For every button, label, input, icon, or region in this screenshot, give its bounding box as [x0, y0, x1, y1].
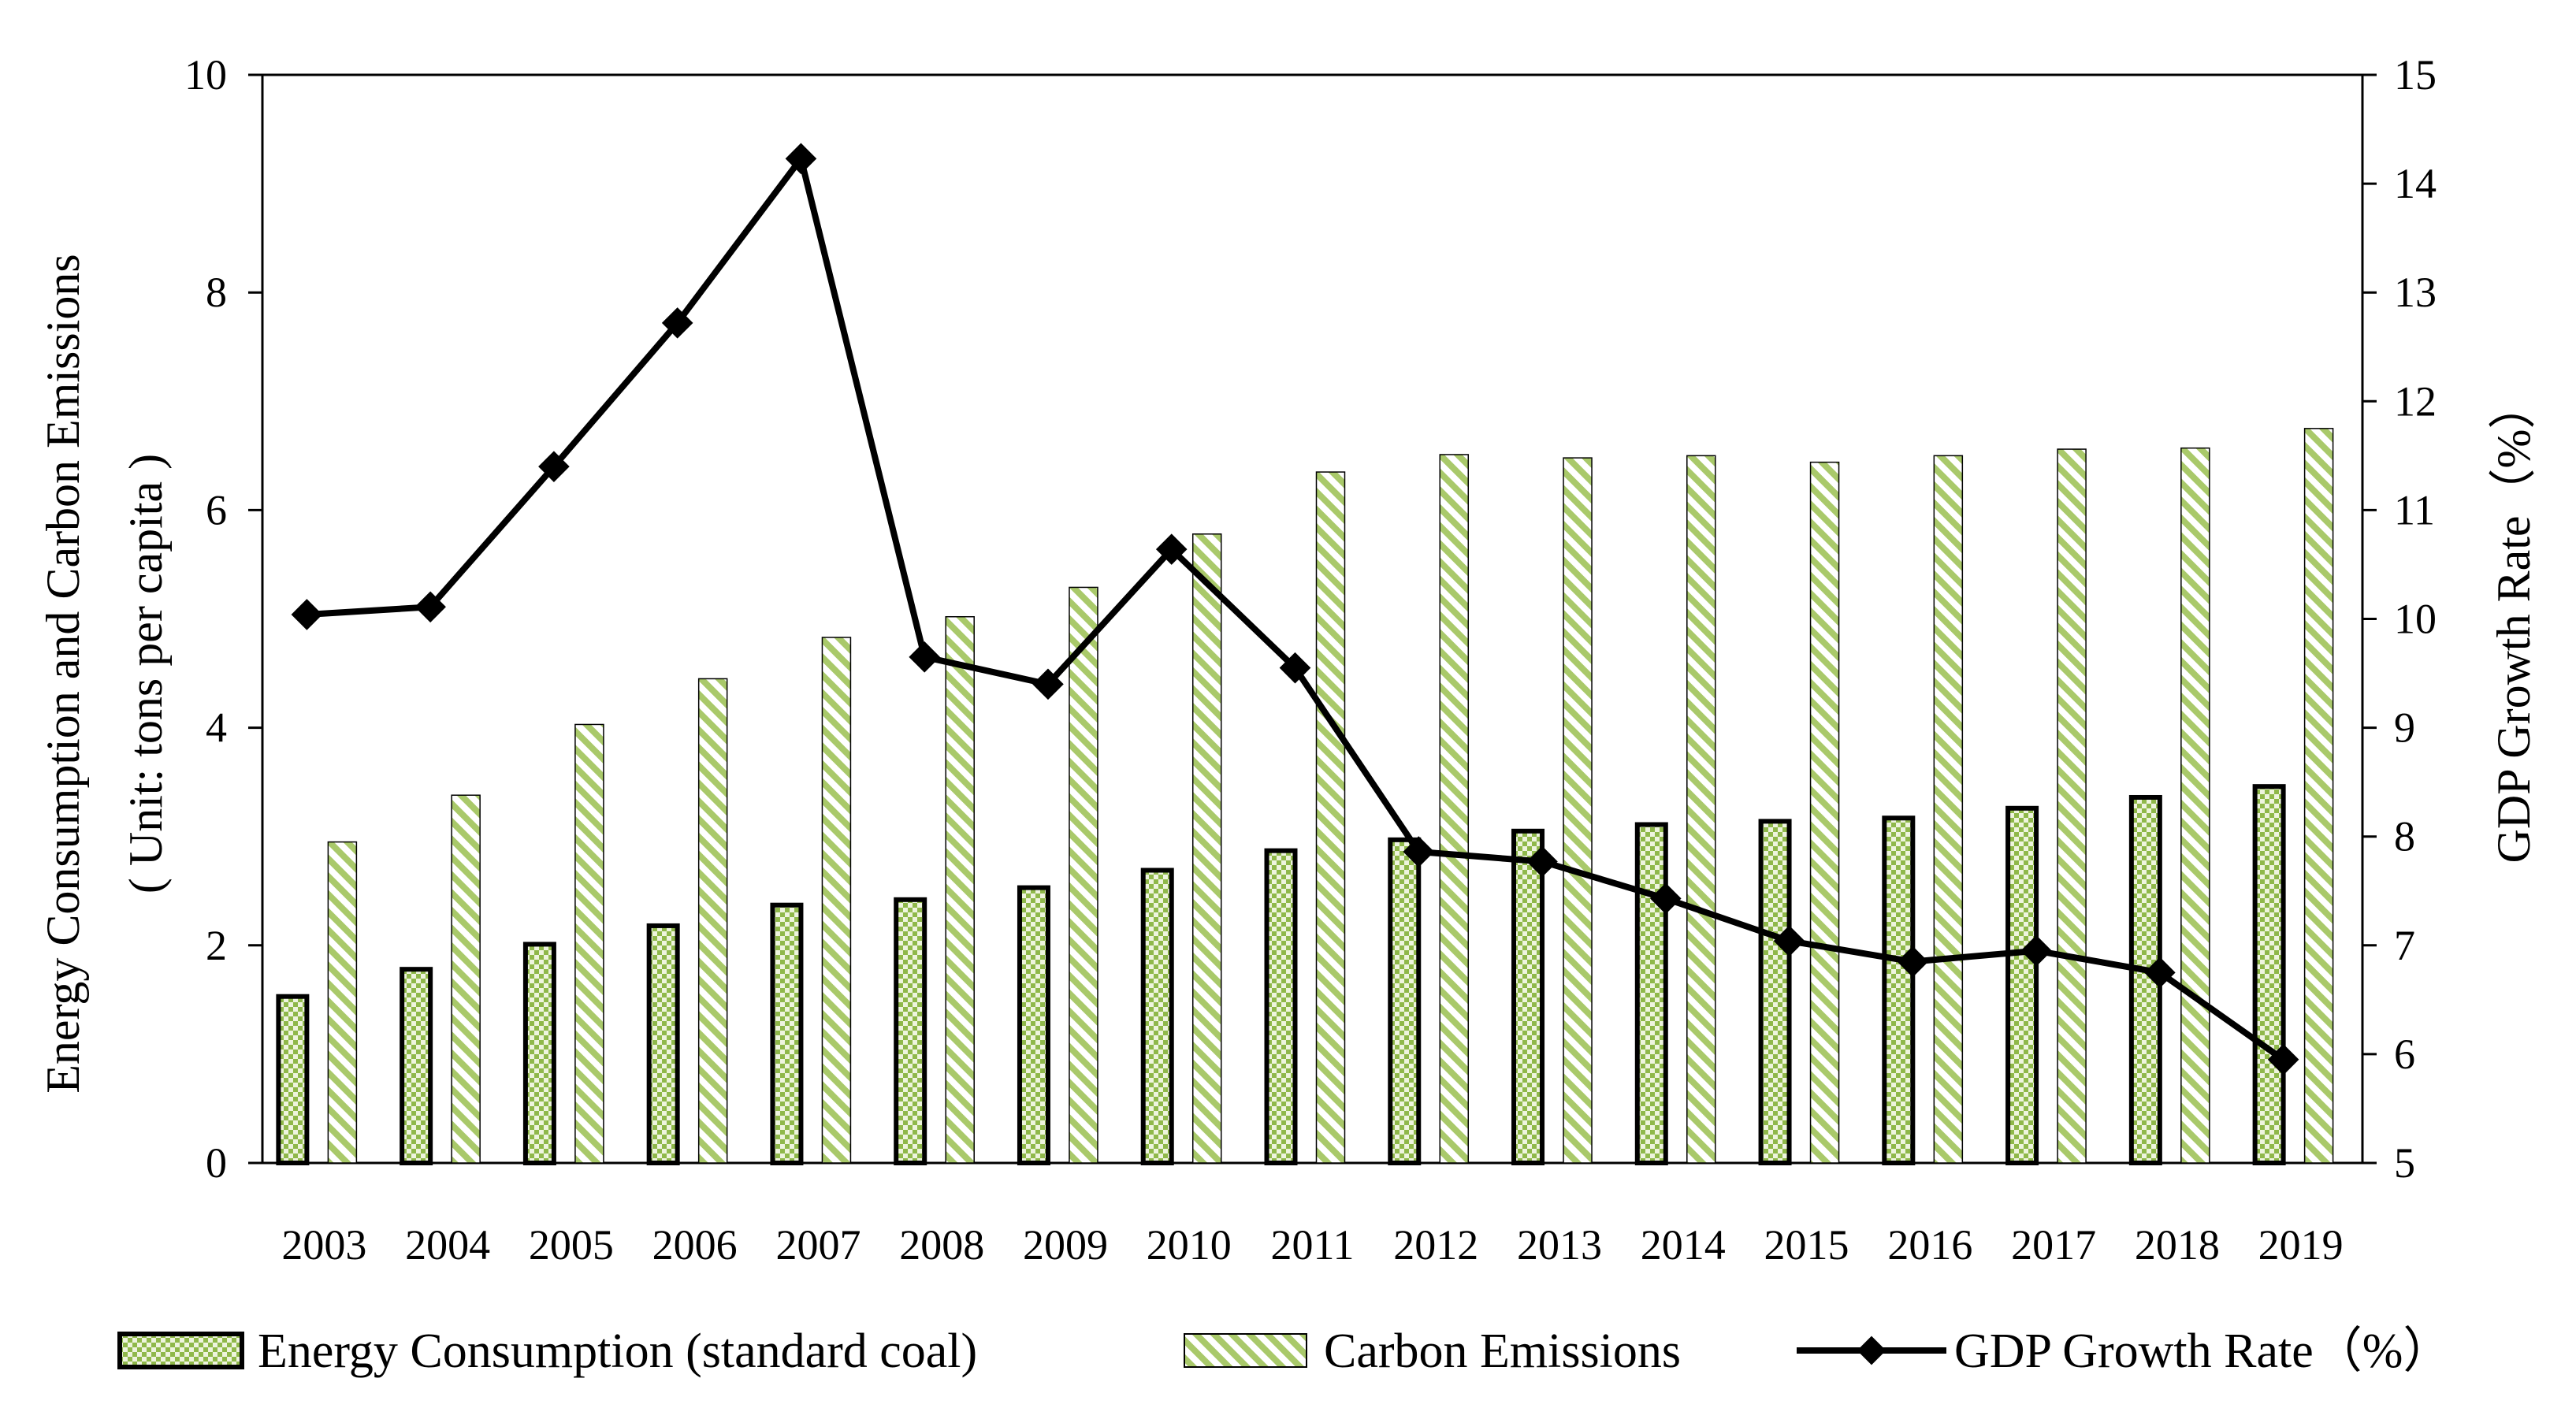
x-tick-label: 2012 [1393, 1221, 1478, 1269]
bar-carbon-emissions [821, 637, 852, 1164]
y-left-tick-label: 0 [206, 1139, 227, 1187]
x-tick-label: 2019 [2258, 1221, 2344, 1269]
y-right-tick-label: 14 [2394, 160, 2437, 207]
bar-energy-consumption [400, 967, 433, 1165]
x-tick-label: 2014 [1641, 1221, 1726, 1269]
x-tick-label: 2010 [1147, 1221, 1232, 1269]
bar-carbon-emissions [1686, 455, 1716, 1164]
y-right-tick-label: 13 [2394, 269, 2437, 316]
gdp-point-marker [909, 641, 941, 673]
y-right-tick-label: 6 [2394, 1031, 2415, 1078]
bar-carbon-emissions [1563, 457, 1593, 1164]
bar-carbon-emissions [1809, 461, 1840, 1164]
bar-carbon-emissions [2057, 448, 2087, 1164]
bar-energy-consumption [1017, 885, 1050, 1166]
bar-carbon-emissions [1315, 471, 1346, 1164]
bar-carbon-emissions [574, 723, 604, 1164]
legend-label-gdp: GDP Growth Rate（%） [1954, 1324, 2451, 1378]
bar-carbon-emissions [2303, 428, 2334, 1164]
bar-energy-consumption [1388, 837, 1422, 1166]
bar-carbon-emissions [945, 615, 975, 1164]
x-tick-label: 2005 [529, 1221, 614, 1269]
y-right-tick-label: 8 [2394, 813, 2415, 860]
bar-energy-consumption [1511, 828, 1545, 1166]
gdp-point-marker [2020, 934, 2052, 967]
y-left-tick-label: 6 [206, 486, 227, 533]
bar-carbon-emissions [2180, 447, 2210, 1164]
y-axis-left-title-line1: Energy Consumption and Carbon Emissions [37, 254, 89, 1094]
bar-energy-consumption [770, 902, 804, 1165]
gdp-point-marker [1526, 845, 1558, 878]
x-tick-label: 2018 [2135, 1221, 2220, 1269]
bar-energy-consumption [2252, 784, 2286, 1165]
y-right-tick-label: 5 [2394, 1139, 2415, 1187]
gdp-line [291, 143, 2299, 1076]
legend-label-energy: Energy Consumption (standard coal) [258, 1324, 977, 1378]
bar-energy-consumption [1264, 848, 1298, 1165]
gdp-point-marker [1649, 882, 1682, 915]
y-left-tick-label: 8 [206, 269, 227, 316]
x-tick-label: 2016 [1887, 1221, 1972, 1269]
bar-energy-consumption [1140, 867, 1174, 1165]
gdp-point-marker [538, 451, 570, 482]
axes: 0 2 4 6 8 10 5 6 7 8 9 10 11 12 13 14 15 2003 2004 2005 2006… [184, 51, 2437, 1269]
y-right-tick-label: 12 [2394, 377, 2437, 425]
y-right-tick-label: 7 [2394, 922, 2415, 969]
axis-labels: Energy Consumption and Carbon Emissions … [37, 254, 2540, 1094]
bar-carbon-emissions [697, 678, 728, 1164]
y-left-tick-label: 2 [206, 922, 227, 969]
legend-label-carbon: Carbon Emissions [1324, 1324, 1681, 1378]
x-tick-label: 2009 [1023, 1221, 1108, 1269]
bar-carbon-emissions [327, 841, 358, 1164]
x-tick-label: 2017 [2011, 1221, 2096, 1269]
bar-carbon-emissions [1933, 455, 1964, 1164]
y-right-tick-label: 15 [2394, 51, 2437, 98]
x-tick-label: 2003 [281, 1221, 366, 1269]
y-axis-right-title: GDP Growth Rate（%） [2488, 381, 2540, 863]
y-right-tick-label: 9 [2394, 704, 2415, 752]
gdp-point-marker [1403, 836, 1435, 867]
gdp-point-marker [414, 591, 446, 623]
x-tick-label: 2013 [1517, 1221, 1602, 1269]
bar-carbon-emissions [1191, 533, 1222, 1164]
bar-energy-consumption [1634, 822, 1668, 1166]
gdp-point-marker [1279, 652, 1311, 684]
gdp-point-marker [2267, 1044, 2299, 1076]
bar-energy-consumption [276, 994, 310, 1166]
bar-energy-consumption [1758, 819, 1792, 1165]
gdp-point-marker [1155, 533, 1188, 565]
bar-energy-consumption [646, 923, 680, 1166]
x-tick-label: 2004 [405, 1221, 490, 1269]
gdp-point-marker [1773, 925, 1805, 957]
bar-energy-consumption [2005, 805, 2039, 1165]
gdp-point-marker [2144, 957, 2176, 989]
bars [276, 428, 2334, 1166]
x-tick-label: 2011 [1271, 1221, 1355, 1269]
gdp-point-marker [1897, 945, 1929, 978]
bar-energy-consumption [894, 897, 927, 1165]
legend: Energy Consumption (standard coal) Carbo… [117, 1324, 2451, 1378]
gdp-point-marker [291, 599, 323, 630]
y-right-tick-label: 11 [2394, 486, 2435, 533]
gdp-point-marker [661, 307, 693, 339]
gdp-point-marker [1032, 668, 1064, 700]
x-tick-label: 2006 [652, 1221, 738, 1269]
x-tick-label: 2008 [899, 1221, 984, 1269]
y-axis-left-title-line2: ( Unit: tons per capita ) [120, 454, 172, 893]
y-left-tick-label: 4 [206, 704, 227, 752]
bar-carbon-emissions [451, 794, 481, 1164]
y-left-tick-label: 10 [184, 51, 227, 98]
bar-carbon-emissions [1439, 454, 1470, 1164]
bar-energy-consumption [1882, 815, 1916, 1166]
y-right-tick-label: 10 [2394, 596, 2437, 643]
x-tick-label: 2015 [1764, 1221, 1849, 1269]
bar-energy-consumption [522, 942, 556, 1165]
x-tick-label: 2007 [775, 1221, 861, 1269]
legend-swatch-energy [117, 1332, 244, 1369]
bar-carbon-emissions [1069, 586, 1098, 1164]
legend-swatch-carbon [1184, 1333, 1307, 1368]
legend-swatch-gdp-marker [1857, 1336, 1886, 1365]
